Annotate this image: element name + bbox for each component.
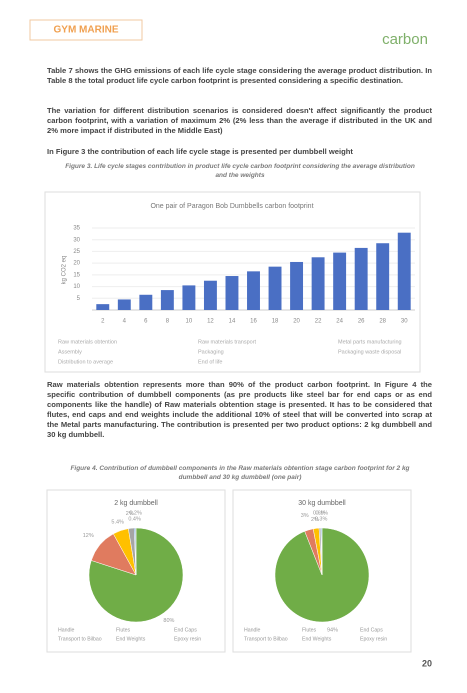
bar xyxy=(160,290,174,310)
legend-label: Raw materials transport xyxy=(198,339,257,345)
data-label: 0.2% xyxy=(129,510,142,516)
y-axis-label: kg CO2 eq xyxy=(62,256,68,285)
legend-label: Distribution to average xyxy=(58,359,113,365)
x-tick-label: 10 xyxy=(186,319,193,325)
data-label: 12% xyxy=(83,533,94,539)
bar xyxy=(182,285,196,310)
x-tick-label: 8 xyxy=(166,319,170,325)
caption: Figure 3. Life cycle stages contribution… xyxy=(65,163,415,179)
bar xyxy=(290,261,304,310)
legend-label: End Weights xyxy=(302,636,332,642)
page-number: 20 xyxy=(422,658,432,668)
x-tick-label: 12 xyxy=(207,319,214,325)
x-tick-label: 18 xyxy=(272,319,279,325)
x-tick-label: 24 xyxy=(336,319,343,325)
x-tick-label: 6 xyxy=(144,319,148,325)
legend-label: Epoxy resin xyxy=(360,636,387,642)
data-label: 0.4% xyxy=(128,516,141,522)
partner-logo: carbon xyxy=(382,31,428,48)
bar xyxy=(96,304,110,310)
pie-slice xyxy=(274,527,370,623)
x-tick-label: 26 xyxy=(358,319,365,325)
caption: Figure 4. Contribution of dumbbell compo… xyxy=(70,465,410,481)
y-tick-label: 30 xyxy=(73,237,80,243)
chart-title: One pair of Paragon Bob Dumbbells carbon… xyxy=(150,203,313,210)
bar xyxy=(333,252,347,310)
bar xyxy=(397,232,411,310)
data-label: 3% xyxy=(301,513,309,519)
pie-slice xyxy=(135,527,137,576)
bar xyxy=(139,294,153,310)
legend-label: Handle xyxy=(244,627,261,633)
legend-label: End Caps xyxy=(360,627,383,633)
legend-label: Packaging xyxy=(198,349,224,355)
y-tick-label: 35 xyxy=(73,226,80,232)
bar xyxy=(225,276,239,310)
legend-label: Transport to Bilbao xyxy=(244,636,288,642)
legend-label: Raw materials obtention xyxy=(58,339,117,345)
data-label: 2% xyxy=(311,517,319,523)
legend-label: End Weights xyxy=(116,636,146,642)
bar xyxy=(247,271,260,310)
legend-label: Epoxy resin xyxy=(174,636,201,642)
legend-label: Flutes xyxy=(116,627,131,633)
x-tick-label: 14 xyxy=(229,319,236,325)
y-tick-label: 10 xyxy=(73,284,80,290)
paragraph: Raw materials obtention represents more … xyxy=(47,380,432,439)
data-label: 2% xyxy=(126,511,134,517)
brand-box xyxy=(29,19,143,41)
y-tick-label: 15 xyxy=(73,272,80,278)
legend-label: Transport to Bilbao xyxy=(58,636,102,642)
paragraph: Table 7 shows the GHG emissions of each … xyxy=(47,66,432,85)
legend-label: End Caps xyxy=(174,627,197,633)
bar xyxy=(311,257,325,310)
y-tick-label: 20 xyxy=(73,261,80,267)
y-tick-label: 25 xyxy=(73,249,80,255)
legend-label: Assembly xyxy=(58,349,82,355)
data-label: 0.3% xyxy=(315,516,328,522)
x-tick-label: 20 xyxy=(293,319,300,325)
bar xyxy=(117,299,131,310)
legend-label: Handle xyxy=(58,627,75,633)
x-tick-label: 2 xyxy=(101,319,105,325)
data-label: 0.1% xyxy=(316,510,329,516)
x-tick-label: 16 xyxy=(250,319,257,325)
x-tick-label: 22 xyxy=(315,319,322,325)
paragraph: The variation for different distribution… xyxy=(47,106,432,135)
legend-label: End of life xyxy=(198,359,222,365)
data-label: 94% xyxy=(327,627,338,633)
bar xyxy=(268,266,282,310)
x-tick-label: 28 xyxy=(379,319,386,325)
y-tick-label: 5 xyxy=(77,296,81,302)
chart-title: 2 kg dumbbell xyxy=(114,500,158,507)
legend-label: Packaging waste disposal xyxy=(338,349,401,355)
x-tick-label: 30 xyxy=(401,319,408,325)
bar xyxy=(354,247,368,310)
data-label: 5.4% xyxy=(111,520,124,526)
bar xyxy=(376,243,390,310)
legend-label: Flutes xyxy=(302,627,317,633)
legend-label: Metal parts manufacturing xyxy=(338,339,402,345)
paragraph: In Figure 3 the contribution of each lif… xyxy=(47,147,353,156)
data-label: 80% xyxy=(163,618,174,624)
x-tick-label: 4 xyxy=(123,319,127,325)
bar xyxy=(203,280,217,310)
chart-title: 30 kg dumbbell xyxy=(298,500,346,507)
data-label: 0.6% xyxy=(313,511,326,517)
brand: GYM MARINE xyxy=(54,25,119,36)
